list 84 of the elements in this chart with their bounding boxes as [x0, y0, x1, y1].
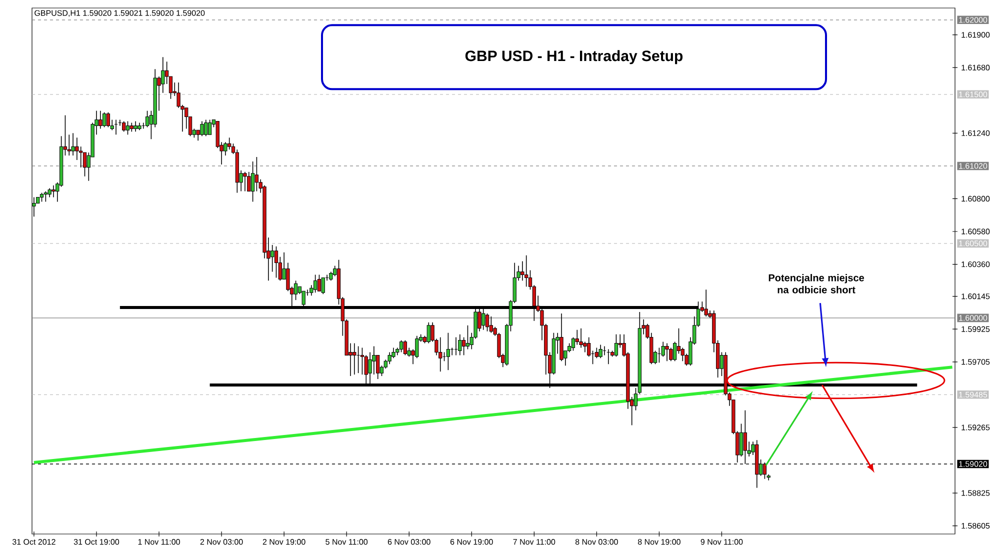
y-tick-label: 1.59265	[962, 424, 990, 430]
annotation: Potencjalne miejsce na odbicie short	[768, 274, 864, 294]
x-tick-label: 8 Nov 03:00	[575, 539, 618, 545]
y-tick-label: 1.58605	[962, 522, 990, 529]
y-tick-label: 1.60800	[962, 196, 990, 202]
candlestick	[462, 336, 466, 356]
candlestick	[134, 120, 138, 132]
x-tick-label: 6 Nov 03:00	[388, 539, 430, 545]
y-tick-label: 1.60360	[962, 261, 990, 268]
ref-line-label: 1.61020	[959, 163, 988, 169]
candlestick	[403, 340, 408, 356]
candlestick	[102, 112, 106, 128]
ref-line-label: 1.59020	[959, 461, 988, 467]
x-tick-label: 1 Nov 11:00	[138, 539, 180, 545]
candlestick	[145, 110, 150, 128]
candlestick	[704, 289, 708, 317]
candlestick	[598, 344, 602, 359]
candlestick	[352, 342, 356, 375]
ref-line-label: 1.61500	[959, 92, 988, 98]
candlestick	[243, 172, 247, 192]
ref-line-label: 1.60000	[959, 315, 988, 321]
candlestick	[458, 334, 462, 356]
candlestick	[485, 313, 490, 332]
candlestick	[71, 132, 75, 156]
candlestick	[317, 274, 322, 292]
candlestick	[524, 254, 528, 288]
candlestick	[52, 184, 56, 198]
x-tick-label: 7 Nov 11:00	[513, 539, 556, 545]
candlestick	[388, 352, 392, 365]
candlestick	[270, 244, 274, 272]
candlestick	[250, 161, 255, 202]
candlestick	[254, 156, 259, 192]
candlestick	[739, 423, 744, 457]
candlestick	[579, 328, 583, 348]
candlestick	[208, 119, 212, 136]
candlestick	[466, 324, 470, 350]
candlestick	[122, 120, 126, 132]
candlestick	[228, 137, 232, 150]
candlestick	[126, 120, 130, 136]
x-tick-label: 9 Nov 11:00	[700, 539, 743, 545]
ref-line-label: 1.60500	[959, 240, 988, 246]
candlestick	[594, 347, 598, 359]
y-tick-label: 1.58825	[962, 490, 990, 496]
candlestick	[247, 172, 251, 192]
text: GBP USD - H1 - Intraday Setup	[465, 50, 683, 64]
x-tick-label: 2 Nov 19:00	[262, 539, 306, 545]
chart-subtitle: GBPUSD,H1 1.59020 1.59021 1.59020 1.59020	[34, 10, 205, 17]
candlestick	[614, 334, 618, 358]
x-tick-label: 2 Nov 03:00	[200, 539, 243, 545]
candlestick	[575, 329, 579, 346]
y-tick-label: 1.61900	[962, 32, 990, 38]
x-tick-label: 8 Nov 19:00	[638, 539, 680, 545]
candlestick	[446, 332, 450, 370]
candlestick	[106, 112, 110, 128]
candlestick	[680, 347, 684, 362]
candlestick	[204, 119, 208, 137]
y-tick-label: 1.59925	[962, 326, 990, 332]
y-tick-label: 1.60145	[962, 294, 990, 300]
candlestick	[399, 340, 404, 353]
x-tick-label: 31 Oct 19:00	[74, 539, 120, 545]
ref-line-label: 1.59485	[959, 392, 988, 398]
candlestick	[274, 246, 278, 278]
candlestick	[587, 336, 591, 358]
candlestick	[98, 110, 102, 130]
candlestick	[560, 313, 564, 362]
candlestick	[762, 462, 767, 480]
x-tick-label: 5 Nov 11:00	[326, 539, 368, 545]
candlestick	[200, 120, 204, 137]
x-tick-label: 31 Oct 2012	[12, 539, 56, 545]
y-tick-label: 1.60580	[962, 228, 990, 234]
candlestick	[321, 277, 325, 294]
candlestick	[673, 341, 677, 362]
candlestick	[669, 347, 673, 362]
x-tick-label: 6 Nov 19:00	[450, 539, 493, 545]
ref-line-label: 1.62000	[959, 17, 988, 23]
candlestick	[314, 274, 318, 294]
candlestick	[426, 322, 430, 344]
candlestick	[489, 316, 493, 334]
candlestick	[44, 190, 48, 202]
candlestick	[438, 336, 442, 372]
y-tick-label: 1.59705	[962, 359, 990, 365]
y-tick-label: 1.61680	[962, 64, 990, 70]
y-tick-label: 1.61240	[962, 130, 990, 136]
candlestick	[665, 342, 669, 362]
